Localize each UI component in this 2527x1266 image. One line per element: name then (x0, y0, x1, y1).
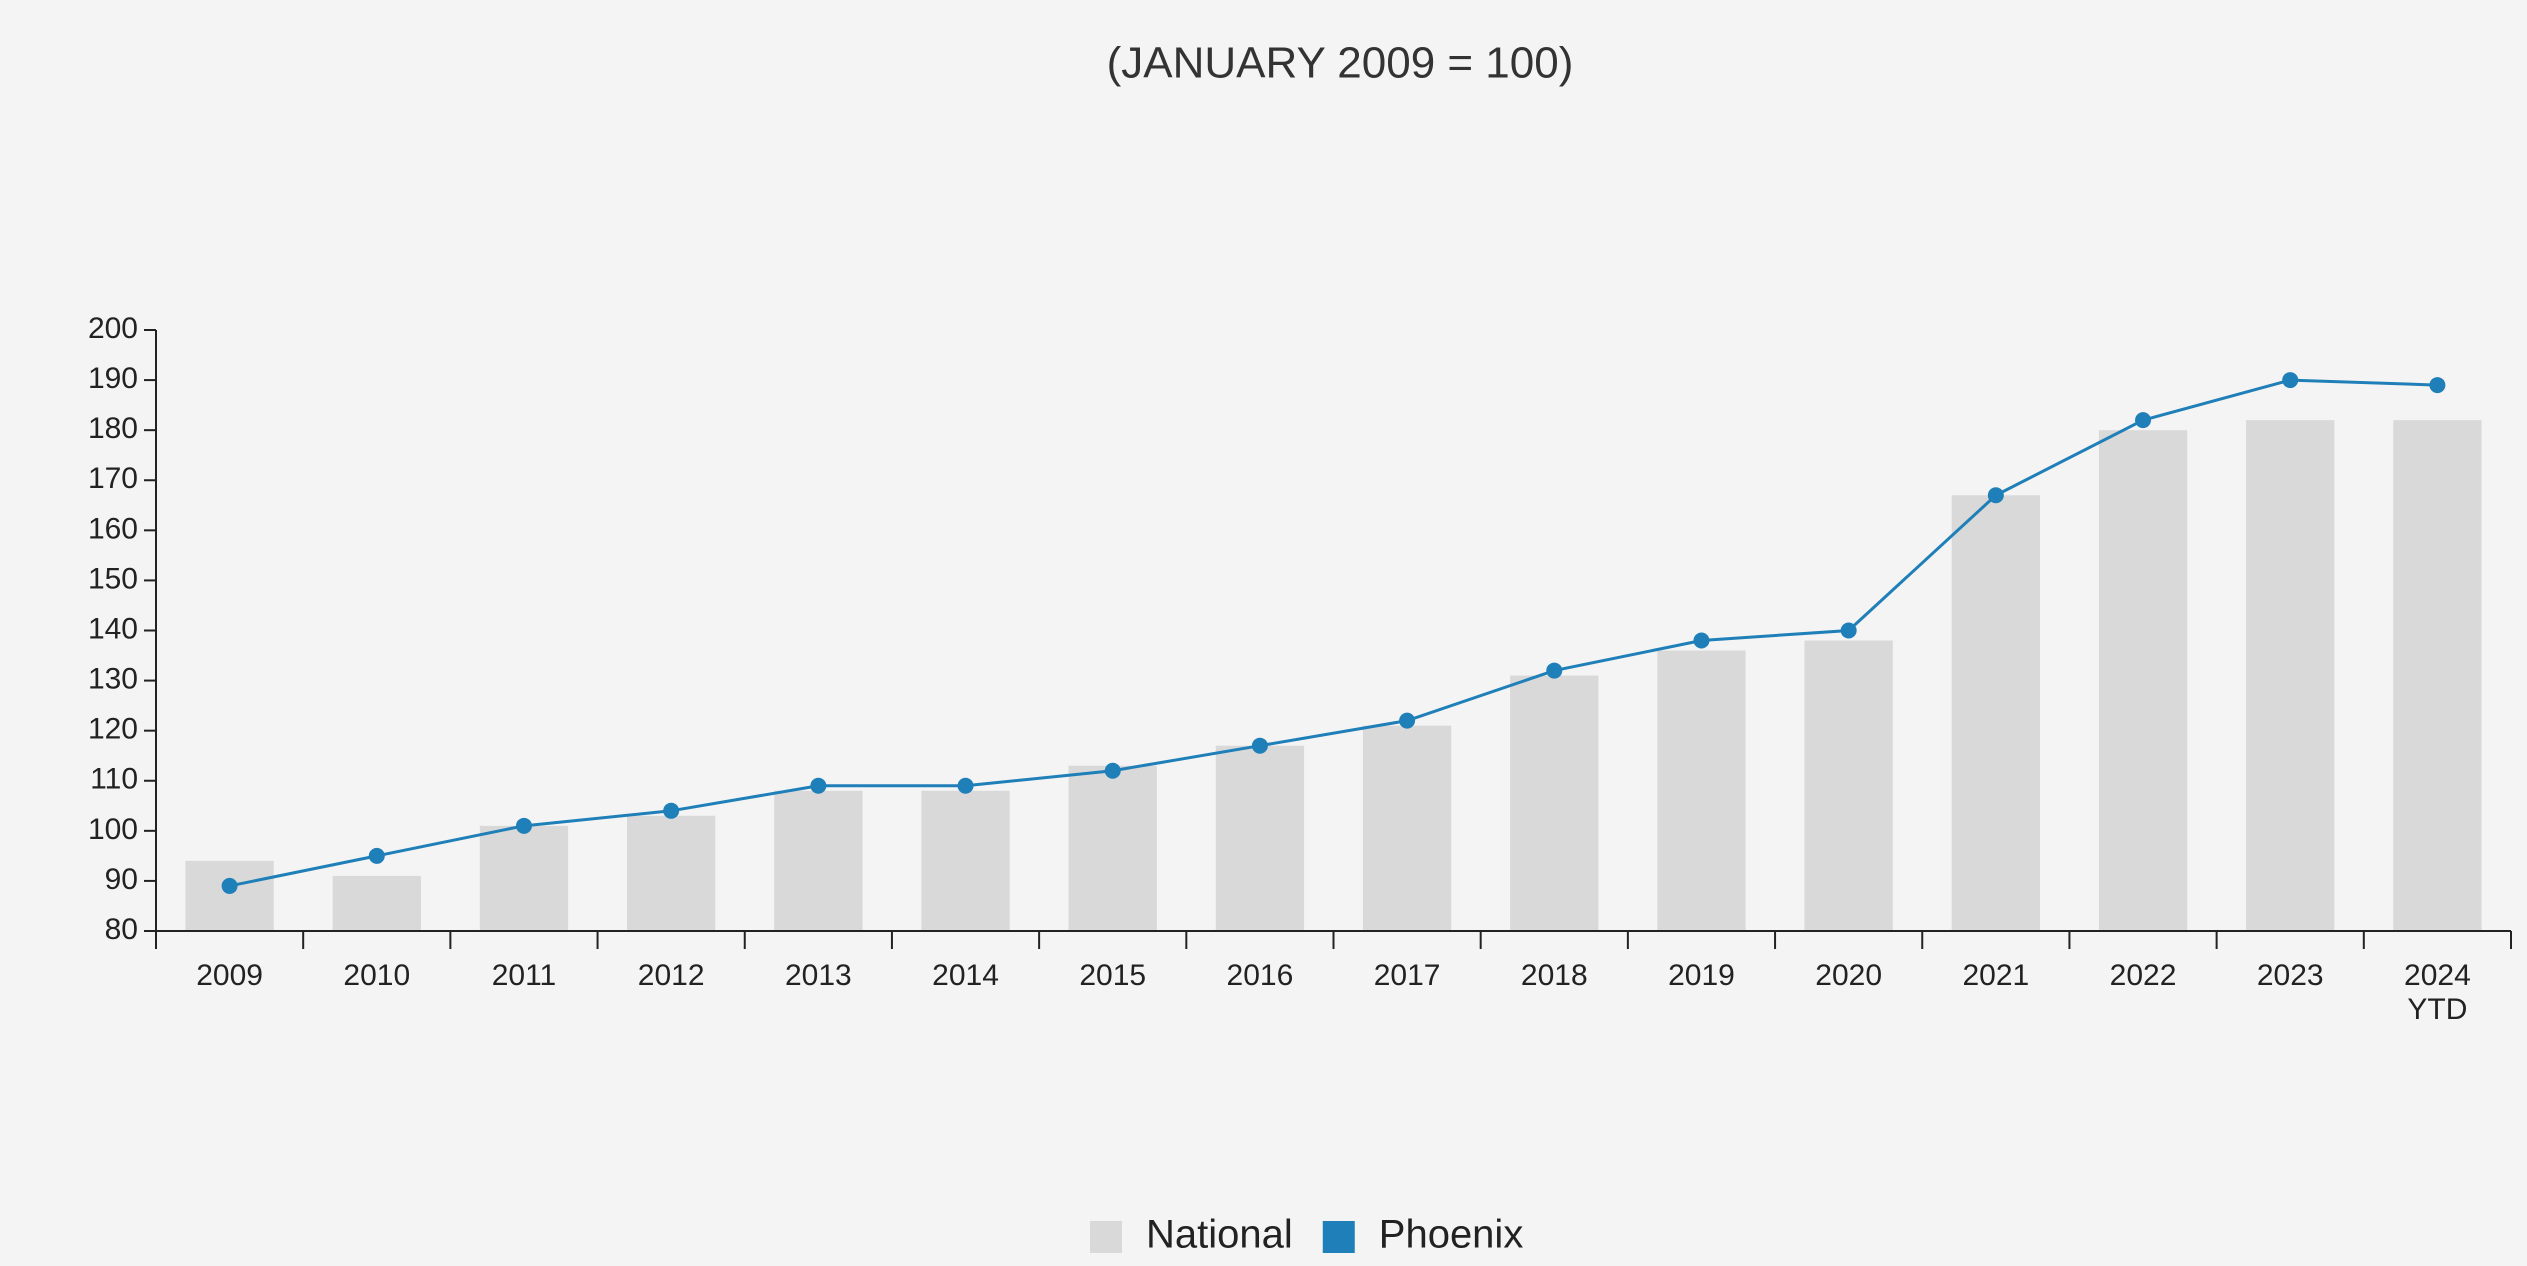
y-tick-label: 80 (105, 913, 138, 946)
x-tick-label: 2020 (1815, 959, 1882, 992)
y-tick-label: 140 (88, 612, 138, 645)
bar (1804, 640, 1893, 931)
x-tick-label: 2012 (638, 959, 705, 992)
y-tick-label: 150 (88, 562, 138, 595)
bar (2246, 420, 2335, 931)
point (1987, 487, 2004, 504)
y-tick-label: 100 (88, 813, 138, 846)
legend-swatch (1090, 1221, 1122, 1253)
point (1693, 632, 1710, 649)
y-tick-label: 90 (105, 863, 138, 896)
bar (627, 815, 716, 931)
bar (185, 860, 274, 931)
bar (1951, 495, 2040, 931)
point (1840, 622, 1857, 639)
y-tick-label: 200 (88, 312, 138, 345)
point (221, 877, 238, 894)
bar (2393, 420, 2482, 931)
x-tick-label: 2021 (1962, 959, 2029, 992)
y-tick-label: 110 (90, 763, 138, 796)
line (229, 378, 2438, 888)
point (1399, 712, 1416, 729)
x-tick-label: 2010 (343, 959, 410, 992)
y-tick-label: 130 (88, 663, 138, 696)
y-tick-label: 180 (88, 412, 138, 445)
x-tick-label: 2009 (196, 959, 263, 992)
bar (1068, 765, 1157, 931)
x-tick-label: 2019 (1668, 959, 1735, 992)
x-tick-label: 2014 (932, 959, 999, 992)
x-tick-label: 2016 (1227, 959, 1294, 992)
bar (921, 790, 1010, 931)
legend: National Phoenix (1090, 1213, 1523, 1257)
chart-title: (JANUARY 2009 = 100) (1107, 39, 1574, 88)
bar (1215, 745, 1305, 931)
x-tick-label: 2017 (1374, 959, 1441, 992)
point (1546, 662, 1563, 679)
bar (332, 875, 421, 931)
x-tick-label: 2011 (492, 959, 557, 992)
bar (1657, 650, 1746, 931)
point (1251, 737, 1268, 754)
bar (1510, 675, 1599, 931)
bar (479, 825, 569, 931)
x-tick-label: 2024 YTD (2404, 959, 2471, 1026)
bar (774, 790, 863, 931)
point (1104, 762, 1121, 779)
point (2282, 372, 2299, 389)
point (810, 777, 827, 794)
y-tick-label: 190 (88, 362, 138, 395)
point (2135, 412, 2152, 429)
y-tick-label: 120 (88, 713, 138, 746)
legend-label: Phoenix (1379, 1213, 1524, 1257)
y-tick-label: 160 (88, 512, 138, 545)
x-tick-label: 2018 (1521, 959, 1588, 992)
y-tick-label: 170 (88, 462, 138, 495)
x-tick-label: 2015 (1079, 959, 1146, 992)
point (368, 847, 385, 864)
x-tick-label: 2022 (2110, 959, 2177, 992)
bar (1362, 725, 1452, 931)
legend-label: National (1146, 1213, 1293, 1257)
legend-swatch (1322, 1221, 1355, 1253)
point (515, 817, 532, 834)
point (957, 777, 974, 794)
x-tick-label: 2013 (785, 959, 852, 992)
point (2429, 377, 2446, 394)
bar (2098, 430, 2188, 931)
x-tick-label: 2023 (2257, 959, 2324, 992)
point (663, 802, 680, 819)
